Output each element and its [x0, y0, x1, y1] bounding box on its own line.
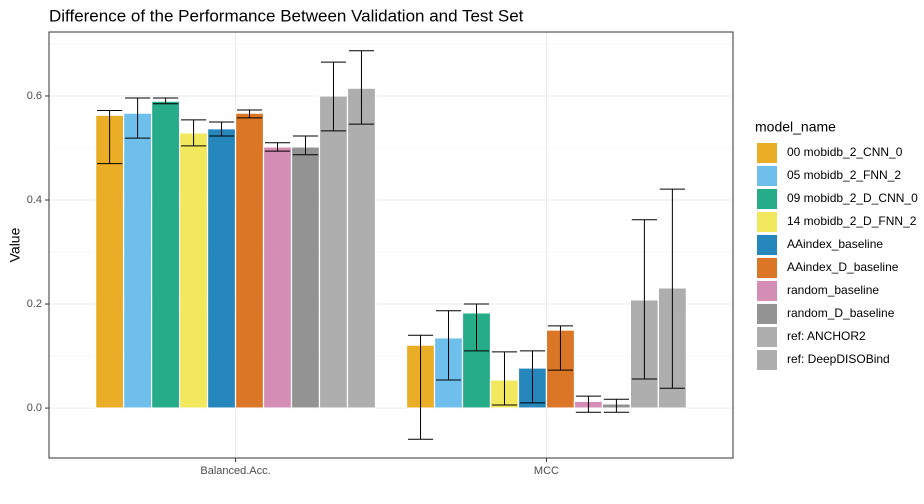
- legend-label: 14 mobidb_2_D_FNN_2: [787, 214, 917, 228]
- legend-label: ref: ANCHOR2: [787, 329, 866, 343]
- legend-key: [757, 258, 777, 278]
- legend-key: [757, 350, 777, 370]
- bar: [234, 112, 265, 409]
- bar: [290, 146, 321, 409]
- legend-label: random_baseline: [787, 283, 879, 297]
- legend-key: [757, 235, 777, 255]
- legend-key: [757, 143, 777, 163]
- legend-key: [757, 327, 777, 347]
- y-tick-label: 0.2: [27, 298, 42, 310]
- legend-label: ref: DeepDISOBind: [787, 352, 890, 366]
- legend-key: [757, 166, 777, 186]
- y-tick-label: 0.6: [27, 90, 42, 102]
- y-tick-label: 0.4: [27, 194, 42, 206]
- legend-label: random_D_baseline: [787, 306, 895, 320]
- y-axis-title: Value: [7, 227, 23, 262]
- bar: [346, 87, 377, 409]
- bar: [178, 132, 209, 409]
- bar: [123, 112, 153, 409]
- bar: [318, 95, 349, 409]
- legend-label: 05 mobidb_2_FNN_2: [787, 168, 901, 182]
- x-tick-label: MCC: [534, 465, 559, 477]
- legend-key: [757, 212, 777, 232]
- legend-key: [757, 281, 777, 301]
- chart-title: Difference of the Performance Between Va…: [49, 6, 524, 25]
- y-tick-label: 0.0: [27, 402, 42, 414]
- legend-label: AAindex_baseline: [787, 237, 883, 251]
- legend-key: [757, 304, 777, 324]
- legend-label: 09 mobidb_2_D_CNN_0: [787, 191, 918, 205]
- x-tick-label: Balanced.Acc.: [200, 465, 270, 477]
- panel-border: [48, 31, 734, 459]
- bar: [262, 146, 293, 409]
- legend-label: 00 mobidb_2_CNN_0: [787, 145, 903, 159]
- legend-key: [757, 189, 777, 209]
- legend-label: AAindex_D_baseline: [787, 260, 899, 274]
- bar: [206, 128, 237, 409]
- bar: [151, 100, 181, 409]
- legend-title: model_name: [755, 119, 836, 135]
